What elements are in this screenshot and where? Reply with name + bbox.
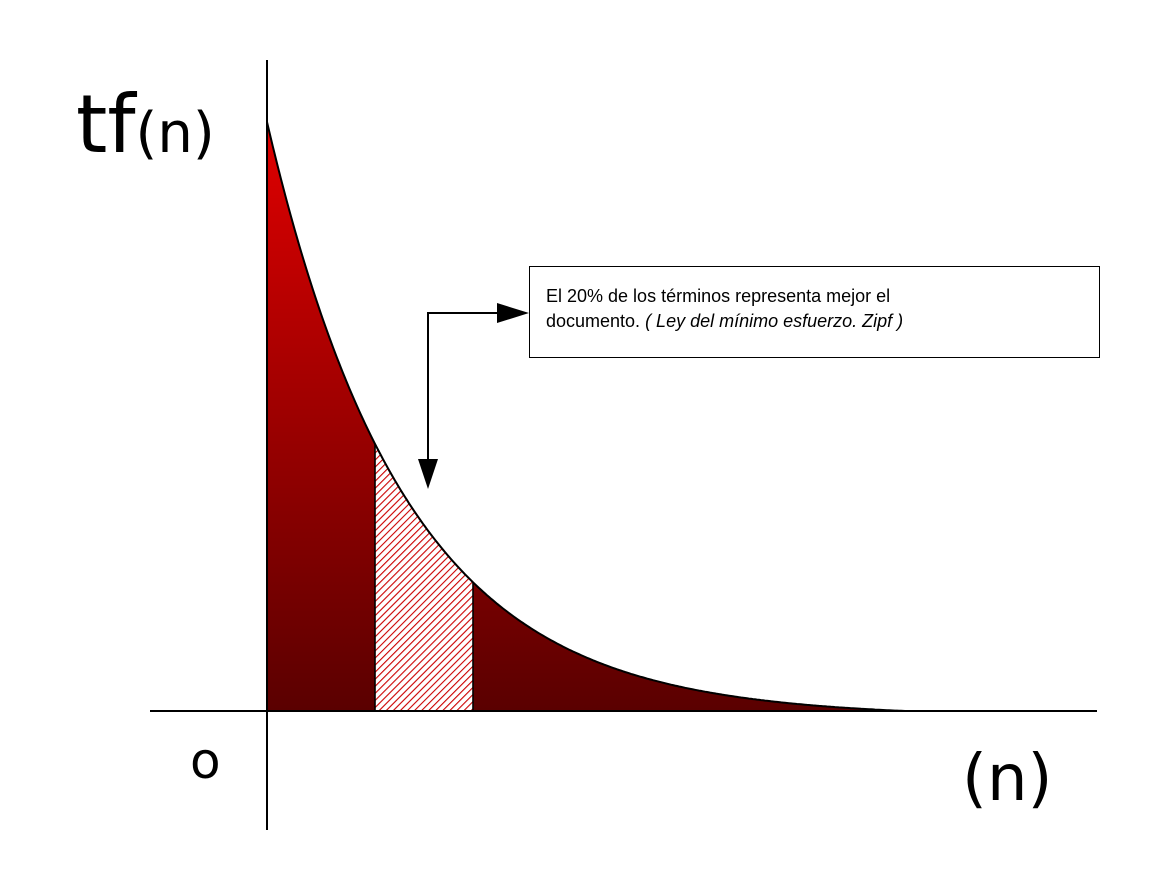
callout-line-2-italic: ( Ley del mínimo esfuerzo. Zipf ) <box>645 311 904 331</box>
origin-label: o <box>190 732 221 790</box>
x-axis-label: (n) <box>962 742 1053 816</box>
y-axis-label-main: tf <box>76 78 137 171</box>
callout-line-1: El 20% de los términos representa mejor … <box>546 286 891 306</box>
y-axis-label-sub: (n) <box>136 101 215 166</box>
highlight-band-20-percent <box>374 443 474 712</box>
arrow-right-head <box>497 303 529 323</box>
callout-line-2: documento. ( Ley del mínimo esfuerzo. Zi… <box>546 309 1099 334</box>
arrow-down-head <box>418 459 438 489</box>
y-axis-label: tf(n) <box>76 78 215 171</box>
callout-box: El 20% de los términos representa mejor … <box>529 266 1100 358</box>
zipf-curve <box>266 121 906 712</box>
callout-connector <box>427 312 520 467</box>
callout-line-2-plain: documento. <box>546 311 646 331</box>
